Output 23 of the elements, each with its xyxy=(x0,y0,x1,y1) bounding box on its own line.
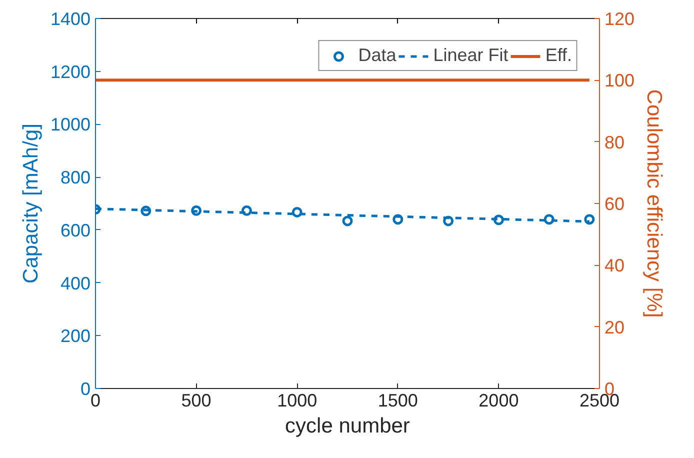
y2-tick-label: 100 xyxy=(604,70,635,91)
y-tick-label: 200 xyxy=(60,326,91,346)
y-tick-label: 600 xyxy=(60,220,91,240)
y-tick-label: 1200 xyxy=(50,62,91,82)
y-tick-label: 1400 xyxy=(50,9,91,29)
x-tick-label: 1500 xyxy=(378,390,418,410)
x-tick-label: 500 xyxy=(181,390,212,410)
y2-tick-label: 20 xyxy=(604,317,625,338)
y-tick-label: 400 xyxy=(60,273,91,294)
y2-tick-label: 80 xyxy=(604,132,625,152)
y2-axis-title: Coulombic efficiency [%] xyxy=(642,89,666,318)
legend-label: Eff. xyxy=(545,45,572,66)
y-axis-title: Capacity [mAh/g] xyxy=(19,124,42,284)
y-tick-label: 800 xyxy=(60,168,91,188)
legend-label: Linear Fit xyxy=(433,45,508,66)
y-tick-label: 1000 xyxy=(50,114,91,135)
y2-tick-label: 60 xyxy=(604,194,625,214)
x-tick-label: 1000 xyxy=(277,390,318,410)
y2-tick-label: 120 xyxy=(604,9,635,29)
legend-label: Data xyxy=(358,45,396,66)
y2-tick-label: 40 xyxy=(604,256,625,276)
x-axis-title: cycle number xyxy=(285,414,410,438)
x-tick-label: 2000 xyxy=(478,390,519,410)
